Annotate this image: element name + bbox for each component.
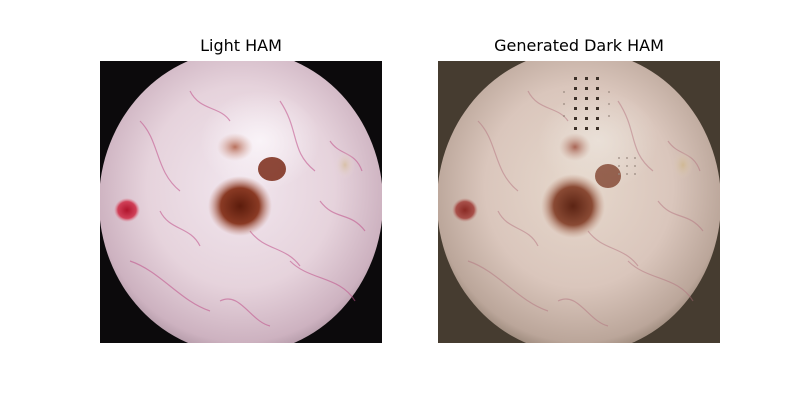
red-spot	[452, 198, 478, 222]
main-lesion	[541, 174, 605, 238]
panel-title-generated-dark-ham: Generated Dark HAM	[494, 36, 664, 55]
light-ham-dermoscopy-image	[100, 61, 382, 343]
blood-vessels	[129, 90, 366, 327]
generation-artifact-dots	[563, 91, 636, 175]
lesion-upper-lobe	[595, 164, 621, 188]
generation-artifact-grid	[574, 77, 599, 130]
small-lesion	[217, 133, 253, 161]
highlight	[200, 91, 320, 191]
pale-spot	[335, 151, 355, 179]
panel-title-light-ham: Light HAM	[200, 36, 282, 55]
small-lesion	[559, 133, 591, 161]
main-lesion	[208, 176, 272, 236]
red-spot	[114, 198, 140, 222]
light-ham-image	[100, 61, 382, 343]
pale-spot	[673, 151, 693, 179]
generated-dark-ham-image	[438, 61, 720, 343]
lesion-upper-lobe	[258, 157, 286, 181]
generated-dark-ham-dermoscopy-image	[438, 61, 720, 343]
